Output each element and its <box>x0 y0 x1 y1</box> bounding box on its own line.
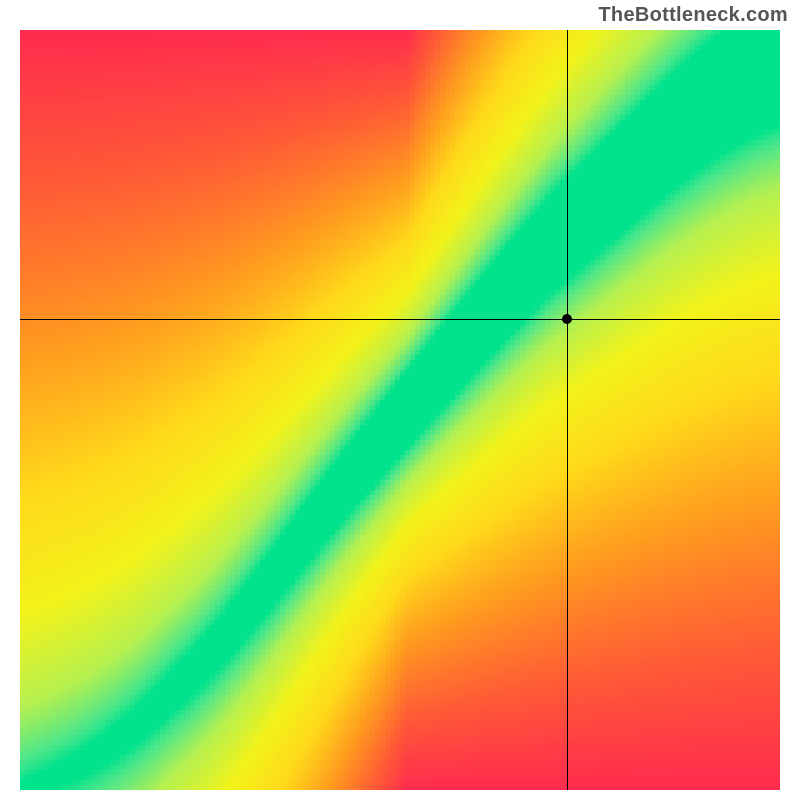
heatmap-canvas <box>20 30 780 790</box>
crosshair-vertical <box>567 30 568 790</box>
crosshair-marker <box>562 314 572 324</box>
crosshair-horizontal <box>20 319 780 320</box>
attribution-text: TheBottleneck.com <box>598 4 788 27</box>
heatmap-chart <box>20 30 780 790</box>
